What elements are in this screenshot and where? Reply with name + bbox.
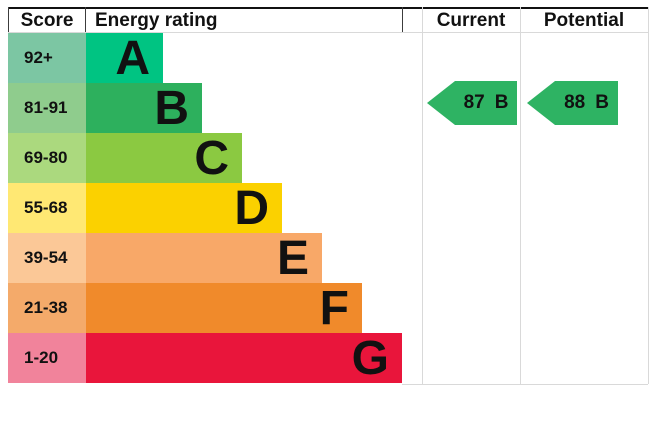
rating-letter-a: A bbox=[115, 32, 150, 85]
header-energy-rating: Energy rating bbox=[95, 10, 218, 31]
score-range-e: 39-54 bbox=[8, 233, 86, 283]
score-range-g: 1-20 bbox=[8, 333, 86, 383]
score-range-f: 21-38 bbox=[8, 283, 86, 333]
current-rating-letter: B bbox=[494, 92, 509, 113]
rating-letter-g: G bbox=[351, 332, 389, 385]
rating-bar-a: A bbox=[86, 32, 163, 85]
rating-bar-f: F bbox=[86, 282, 362, 335]
rating-bar-d: D bbox=[86, 182, 282, 235]
rating-letter-e: E bbox=[276, 232, 309, 285]
band-row-g: 1-20 G bbox=[8, 332, 648, 385]
score-range-b: 81-91 bbox=[8, 83, 86, 133]
rating-letter-d: D bbox=[234, 182, 269, 235]
table-top-border bbox=[8, 7, 648, 9]
table-right-border bbox=[648, 7, 649, 384]
rating-bar-e: E bbox=[86, 232, 322, 285]
band-row-c: 69-80 C bbox=[8, 132, 648, 185]
rating-letter-b: B bbox=[154, 82, 189, 135]
header-potential: Potential bbox=[543, 10, 625, 31]
header-bottom-border bbox=[8, 32, 648, 33]
energy-rating-column-divider bbox=[402, 7, 403, 32]
header-left-border bbox=[8, 7, 9, 32]
score-range-a: 92+ bbox=[8, 33, 86, 83]
rating-letter-f: F bbox=[319, 282, 349, 335]
band-row-a: 92+ A bbox=[8, 32, 648, 85]
band-row-e: 39-54 E bbox=[8, 232, 648, 285]
potential-rating-letter: B bbox=[595, 92, 609, 113]
rating-bar-g: G bbox=[86, 332, 402, 385]
rating-bar-c: C bbox=[86, 132, 242, 185]
score-range-c: 69-80 bbox=[8, 133, 86, 183]
current-column-divider bbox=[422, 7, 423, 384]
header-score: Score bbox=[20, 10, 74, 31]
rating-bar-b: B bbox=[86, 82, 202, 135]
score-column-divider bbox=[85, 7, 86, 32]
band-row-f: 21-38 F bbox=[8, 282, 648, 335]
current-score-value: 87 bbox=[463, 92, 485, 113]
header-current: Current bbox=[436, 10, 506, 31]
rating-letter-c: C bbox=[194, 132, 229, 185]
potential-column-divider bbox=[520, 7, 521, 384]
band-row-b: 81-91 B bbox=[8, 82, 648, 135]
band-row-d: 55-68 D bbox=[8, 182, 648, 235]
band-rows: 92+ A 81-91 B 69-80 C 55-68 D 39-54 bbox=[8, 32, 648, 385]
table-bottom-border bbox=[402, 384, 648, 385]
potential-score-value: 88 bbox=[564, 92, 586, 113]
score-range-d: 55-68 bbox=[8, 183, 86, 233]
